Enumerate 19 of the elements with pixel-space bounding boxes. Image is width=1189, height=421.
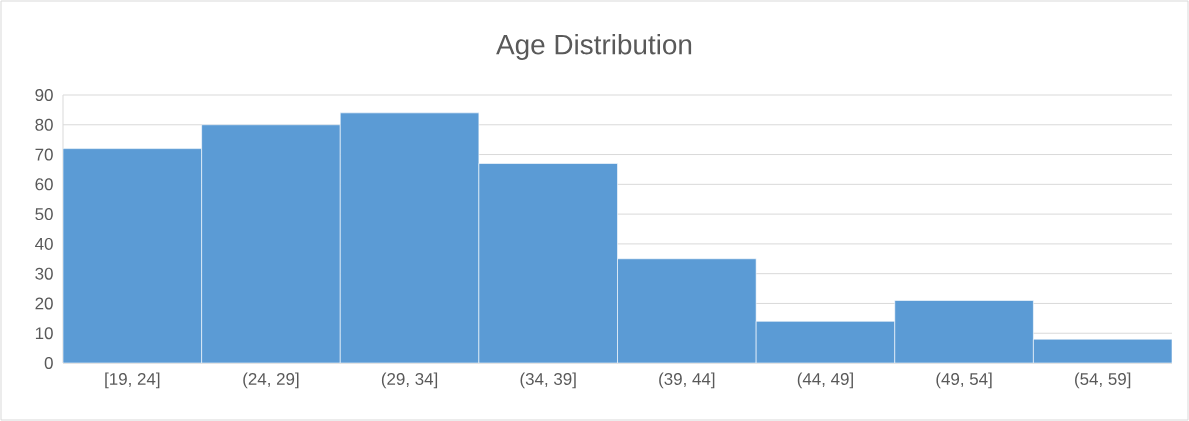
y-tick-label: 50 <box>35 208 53 221</box>
x-tick-label: (24, 29] <box>243 372 299 389</box>
y-tick-label: 90 <box>35 89 53 101</box>
y-tick-label: 60 <box>35 178 53 191</box>
x-tick-label: (54, 59] <box>1075 372 1131 389</box>
y-tick-label: 10 <box>35 327 53 340</box>
y-tick-label: 30 <box>35 267 53 280</box>
y-tick-label: 40 <box>35 237 53 250</box>
y-tick-label: 20 <box>35 297 53 310</box>
y-tick-label: 70 <box>35 148 53 161</box>
x-tick-label: (34, 39] <box>520 372 576 389</box>
y-tick-label: 80 <box>35 118 53 131</box>
x-tick-label: (39, 44] <box>659 372 715 389</box>
chart-title: Age Distribution <box>496 34 692 60</box>
x-tick-label: (29, 34] <box>381 372 438 389</box>
x-tick-label: (49, 54] <box>936 372 992 389</box>
x-tick-label: (44, 49] <box>797 372 853 389</box>
x-tick-label: [19, 24] <box>105 372 160 389</box>
y-tick-label: 0 <box>44 357 53 369</box>
